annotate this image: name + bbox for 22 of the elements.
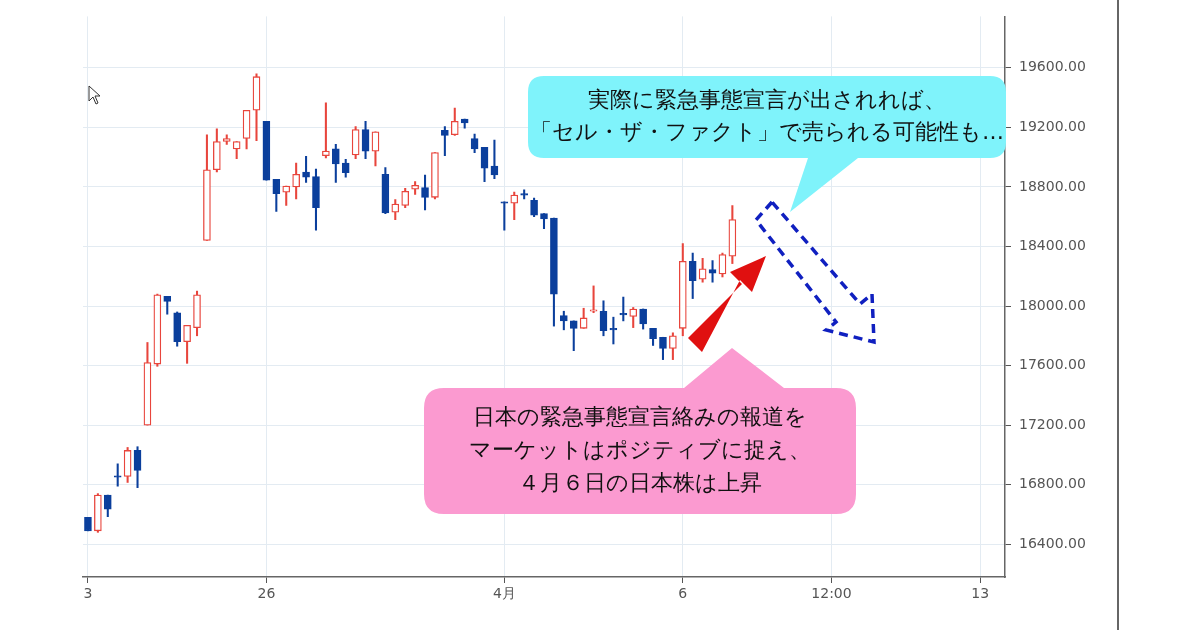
y-tick-label: 18800.00 — [1019, 177, 1086, 194]
speech-bubble: 実際に緊急事態宣言が出されれば、 「セル・ザ・ファクト」で売られる可能性も… — [528, 76, 1006, 212]
y-tick-label: 16800.00 — [1019, 475, 1086, 492]
y-tick-label: 17600.00 — [1019, 356, 1086, 373]
annotation: ４月６日の日本株は上昇 — [517, 469, 763, 497]
annotation: 実際に緊急事態宣言が出されれば、 — [587, 86, 947, 114]
y-tick-label: 16400.00 — [1019, 534, 1086, 551]
x-tick-label: 3 — [83, 585, 93, 602]
x-tick-label: 26 — [257, 585, 276, 602]
x-tick-label: 13 — [971, 585, 990, 602]
y-tick-label: 19600.00 — [1019, 58, 1086, 75]
x-tick-label: 12:00 — [811, 585, 852, 602]
speech-bubble: 日本の緊急事態宣言絡みの報道を マーケットはポジティブに捉え、 ４月６日の日本株は上昇 — [424, 348, 856, 514]
x-tick-label: 4月 — [492, 585, 516, 602]
x-tick-label: 6 — [678, 585, 688, 602]
y-tick-label: 19200.00 — [1019, 117, 1086, 134]
y-tick-label: 18000.00 — [1019, 296, 1086, 313]
y-tick-label: 17200.00 — [1019, 415, 1086, 432]
y-tick-label: 18400.00 — [1019, 237, 1086, 254]
annotation: マーケットはポジティブに捉え、 — [468, 436, 812, 464]
annotation: 「セル・ザ・ファクト」で売られる可能性も… — [529, 118, 1005, 146]
annotation: 日本の緊急事態宣言絡みの報道を — [472, 403, 808, 431]
